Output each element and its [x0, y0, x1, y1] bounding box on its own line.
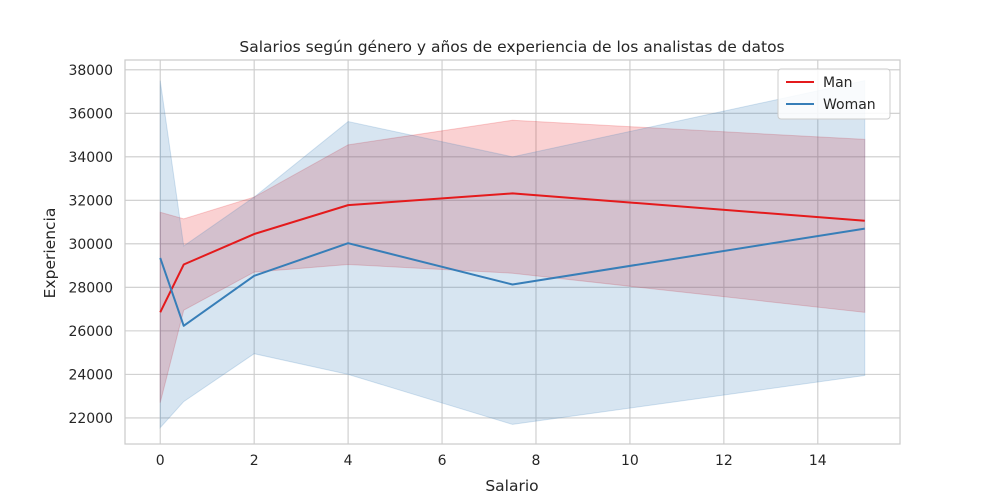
y-axis-ticks: 22000 24000 26000 28000 30000 32000 34000 36000… — [68, 63, 113, 427]
series-line-woman — [159, 227, 865, 327]
chart-title: Salarios según género y años de experien… — [239, 38, 784, 56]
x-tick-label: 6 — [438, 453, 447, 469]
confidence-bands — [159, 80, 866, 429]
x-tick-label: 10 — [621, 453, 639, 469]
y-tick-label: 34000 — [68, 150, 113, 166]
x-tick-label: 14 — [809, 453, 827, 469]
series-lines — [159, 192, 865, 327]
legend-label-woman: Woman — [823, 97, 876, 113]
x-axis-ticks: 0 2 4 6 8 10 12 14 — [156, 453, 827, 469]
x-tick-label: 0 — [156, 453, 165, 469]
grid — [125, 60, 900, 444]
x-tick-label: 8 — [532, 453, 541, 469]
x-tick-label: 2 — [250, 453, 259, 469]
x-tick-label: 4 — [344, 453, 353, 469]
legend: Man Woman — [777, 68, 891, 120]
y-tick-label: 30000 — [68, 237, 113, 253]
y-tick-label: 32000 — [68, 193, 113, 209]
y-tick-label: 28000 — [68, 280, 113, 296]
plot-frame — [124, 59, 901, 445]
y-tick-label: 36000 — [68, 106, 113, 122]
x-axis-label: Salario — [485, 477, 538, 495]
y-tick-label: 26000 — [68, 324, 113, 340]
confidence-band-man — [159, 119, 866, 403]
x-tick-label: 12 — [715, 453, 733, 469]
confidence-band-woman — [159, 80, 866, 429]
y-tick-label: 38000 — [68, 63, 113, 79]
y-tick-label: 24000 — [68, 367, 113, 383]
legend-label-man: Man — [823, 75, 853, 91]
series-line-man — [159, 192, 865, 313]
y-axis-label: Experiencia — [41, 208, 59, 299]
y-tick-label: 22000 — [68, 411, 113, 427]
